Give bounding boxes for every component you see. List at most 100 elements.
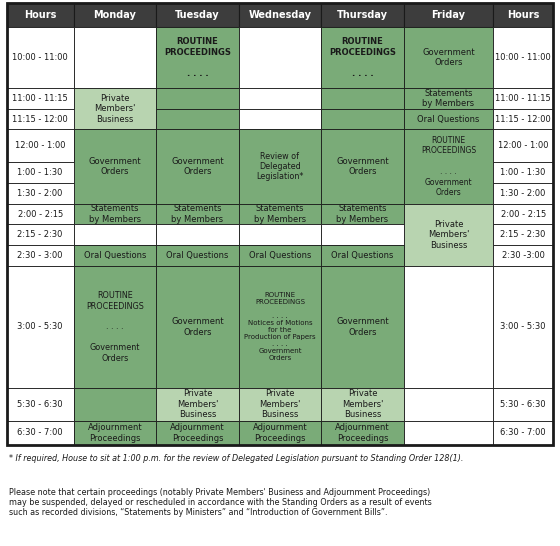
Bar	[493, 420, 553, 445]
Text: Government
Orders: Government Orders	[336, 317, 389, 336]
Bar	[404, 3, 493, 27]
Text: 1:00 - 1:30: 1:00 - 1:30	[501, 168, 546, 177]
Bar	[493, 27, 553, 88]
Bar	[321, 88, 404, 109]
Bar	[321, 266, 404, 388]
Bar	[7, 109, 74, 129]
Bar	[74, 224, 156, 245]
Bar	[74, 27, 156, 88]
Bar	[239, 420, 321, 445]
Bar	[493, 245, 553, 266]
Bar	[239, 88, 321, 109]
Bar	[239, 129, 321, 204]
Text: Oral Questions: Oral Questions	[332, 251, 394, 260]
Text: ROUTINE
PROCEEDINGS

. . . .: ROUTINE PROCEEDINGS . . . .	[164, 38, 231, 78]
Text: Private
Members'
Business: Private Members' Business	[177, 389, 218, 419]
Bar	[493, 88, 553, 109]
Bar	[321, 3, 404, 27]
Bar	[156, 204, 239, 224]
Bar	[156, 224, 239, 245]
Text: Adjournment
Proceedings: Adjournment Proceedings	[253, 423, 307, 442]
Text: Oral Questions: Oral Questions	[249, 251, 311, 260]
Bar	[493, 183, 553, 204]
Bar	[239, 388, 321, 420]
Bar	[404, 88, 493, 109]
Bar	[493, 224, 553, 245]
Text: 10:00 - 11:00: 10:00 - 11:00	[12, 53, 68, 62]
Bar	[74, 204, 156, 224]
Bar	[404, 129, 493, 204]
Text: 11:00 - 11:15: 11:00 - 11:15	[12, 94, 68, 103]
Bar	[321, 224, 404, 245]
Text: Private
Members'
Business: Private Members' Business	[428, 220, 469, 250]
Text: Friday: Friday	[431, 10, 465, 20]
Text: Statements
by Members: Statements by Members	[337, 204, 389, 224]
Bar	[493, 204, 553, 224]
Text: 11:15 - 12:00: 11:15 - 12:00	[495, 115, 551, 123]
Bar	[156, 88, 239, 109]
Text: ROUTINE
PROCEEDINGS

. . . .
Notices of Motions
for the
Production of Papers
. .: ROUTINE PROCEEDINGS . . . . Notices of M…	[244, 292, 316, 361]
Bar	[7, 162, 74, 183]
Text: 2:00 - 2:15: 2:00 - 2:15	[501, 210, 546, 218]
Text: Private
Members'
Business: Private Members' Business	[259, 389, 301, 419]
Text: Wednesday: Wednesday	[249, 10, 311, 20]
Bar	[404, 27, 493, 88]
Text: 12:00 - 1:00: 12:00 - 1:00	[15, 141, 66, 150]
Text: Government
Orders: Government Orders	[88, 157, 141, 176]
Bar	[156, 129, 239, 204]
Bar	[7, 183, 74, 204]
Bar	[156, 420, 239, 445]
Bar	[493, 3, 553, 27]
Bar	[74, 3, 156, 27]
Bar	[74, 388, 156, 420]
Bar	[321, 129, 404, 204]
Text: Oral Questions: Oral Questions	[84, 251, 146, 260]
Bar	[239, 224, 321, 245]
Text: Adjournment
Proceedings: Adjournment Proceedings	[87, 423, 142, 442]
Text: 2:15 - 2:30: 2:15 - 2:30	[501, 230, 546, 239]
Bar	[493, 162, 553, 183]
Bar	[156, 109, 239, 129]
Text: 2:00 - 2:15: 2:00 - 2:15	[17, 210, 63, 218]
Text: 1:30 - 2:00: 1:30 - 2:00	[17, 189, 63, 198]
Bar	[321, 420, 404, 445]
Text: 10:00 - 11:00: 10:00 - 11:00	[495, 53, 551, 62]
Bar	[74, 88, 156, 129]
Text: Government
Orders: Government Orders	[422, 48, 475, 67]
Text: Please note that certain proceedings (notably Private Members' Business and Adjo: Please note that certain proceedings (no…	[10, 488, 432, 518]
Bar	[74, 266, 156, 388]
Text: Adjournment
Proceedings: Adjournment Proceedings	[335, 423, 390, 442]
Bar	[156, 266, 239, 388]
Bar	[7, 245, 74, 266]
Text: ROUTINE
PROCEEDINGS

. . . .
Government
Orders: ROUTINE PROCEEDINGS . . . . Government O…	[421, 136, 476, 197]
Bar	[321, 245, 404, 266]
Text: Review of
Delegated
Legislation*: Review of Delegated Legislation*	[256, 152, 304, 181]
Text: Oral Questions: Oral Questions	[166, 251, 228, 260]
Bar	[239, 245, 321, 266]
Text: 6:30 - 7:00: 6:30 - 7:00	[500, 428, 546, 437]
Bar	[404, 109, 493, 129]
Bar	[7, 3, 74, 27]
Bar	[7, 204, 74, 224]
Text: Hours: Hours	[507, 10, 539, 20]
Text: Statements
by Members: Statements by Members	[171, 204, 223, 224]
Bar	[156, 245, 239, 266]
Text: Oral Questions: Oral Questions	[417, 115, 479, 123]
Text: Government
Orders: Government Orders	[171, 317, 224, 336]
Bar	[74, 420, 156, 445]
Bar	[7, 27, 74, 88]
Text: Private
Members'
Business: Private Members' Business	[342, 389, 383, 419]
Text: 6:30 - 7:00: 6:30 - 7:00	[17, 428, 63, 437]
Bar	[7, 224, 74, 245]
Bar	[74, 129, 156, 204]
Text: 1:30 - 2:00: 1:30 - 2:00	[501, 189, 546, 198]
Bar	[156, 388, 239, 420]
Text: Government
Orders: Government Orders	[171, 157, 224, 176]
Bar	[321, 27, 404, 88]
Bar	[321, 204, 404, 224]
Text: Thursday: Thursday	[337, 10, 388, 20]
Bar	[493, 388, 553, 420]
Bar	[404, 388, 493, 420]
Text: ROUTINE
PROCEEDINGS

. . . .: ROUTINE PROCEEDINGS . . . .	[329, 38, 396, 78]
Text: Statements
by Members: Statements by Members	[89, 204, 141, 224]
